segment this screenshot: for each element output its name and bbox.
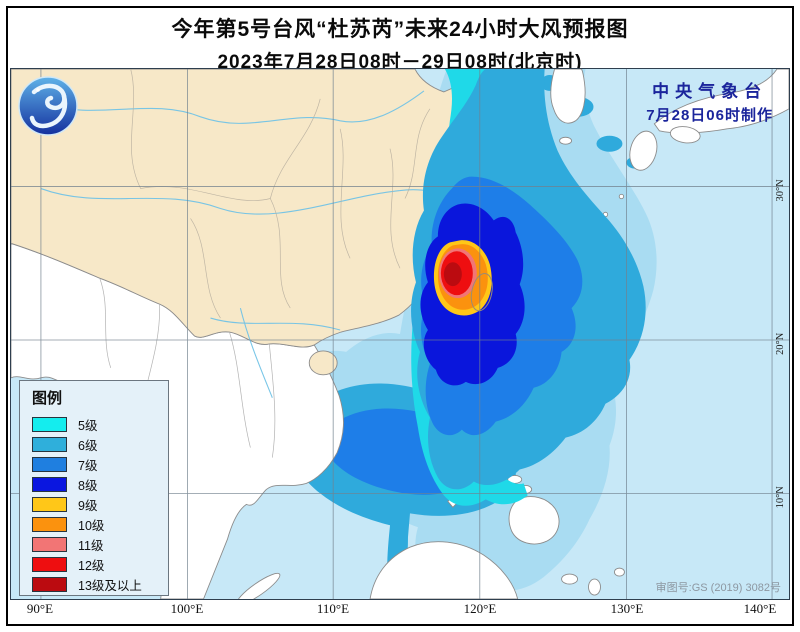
title-block: 今年第5号台风“杜苏芮”未来24小时大风预报图 2023年7月28日08时－29… — [0, 13, 800, 74]
lat-label-10n: 10°N — [775, 486, 786, 509]
land-mindanao — [508, 496, 560, 545]
map-subtitle: 2023年7月28日08时－29日08时(北京时) — [217, 52, 583, 73]
legend-label-lv11: 11级 — [78, 538, 104, 553]
land-shikoku — [669, 126, 701, 144]
legend-row: 10级 — [32, 514, 168, 534]
agency-credit: 中央气象台 7月28日06时制作 — [646, 77, 773, 125]
legend-title: 图例 — [32, 390, 63, 407]
legend-row: 5级 — [32, 414, 168, 434]
forecast-map: 30°N 20°N 10°N 中央气象台 7月28日06时制作 审图号: — [10, 68, 790, 600]
legend-label-lv12: 12级 — [78, 558, 105, 573]
lat-label-30n: 30°N — [775, 179, 786, 202]
legend-swatch-lv7 — [32, 456, 67, 472]
map-title: 今年第5号台风“杜苏芮”未来24小时大风预报图 — [171, 18, 629, 41]
lon-label-130e: 130°E — [610, 601, 644, 616]
land-korea — [550, 69, 586, 124]
legend-label-lv8: 8级 — [78, 478, 98, 493]
longitude-axis: 90°E 100°E 110°E 120°E 130°E 140°E — [0, 601, 800, 617]
latitude-labels: 30°N 20°N 10°N — [775, 179, 786, 508]
legend-label-lv6: 6级 — [78, 438, 98, 453]
legend-swatch-lv6 — [32, 436, 67, 452]
land-jeju — [559, 136, 573, 145]
legend-label-lv9: 9级 — [78, 498, 98, 513]
taiwan-outline — [470, 273, 493, 312]
legend-swatch-lv5 — [32, 416, 67, 432]
map-license: 审图号:GS (2019) 3082号 — [655, 582, 781, 594]
legend-swatch-lv13 — [32, 576, 67, 592]
admin-borders — [99, 69, 431, 458]
legend-row: 9级 — [32, 494, 168, 514]
legend-swatch-lv12 — [32, 556, 67, 572]
land-kyushu — [629, 130, 658, 171]
land-borneo — [369, 541, 519, 599]
rivers — [40, 90, 439, 398]
legend-swatch-lv11 — [32, 536, 67, 552]
legend-swatch-lv9 — [32, 496, 67, 512]
lon-label-110e: 110°E — [316, 601, 350, 616]
issue-time: 7月28日06时制作 — [646, 107, 773, 124]
lat-label-20n: 20°N — [775, 332, 786, 355]
legend-row: 13级及以上 — [32, 574, 168, 594]
legend-row: 7级 — [32, 454, 168, 474]
agency-name: 中央气象台 — [652, 82, 768, 101]
wind-lv13-core — [443, 262, 462, 287]
legend-label-lv13: 13级及以上 — [78, 578, 142, 593]
legend-label-lv10: 10级 — [78, 518, 105, 533]
legend-row: 12级 — [32, 554, 168, 574]
land-honshu — [653, 69, 789, 134]
legend-swatch-lv10 — [32, 516, 67, 532]
legend-row: 11级 — [32, 534, 168, 554]
land-hainan — [308, 350, 338, 376]
legend: 图例 5级 6级 7级 8级 9级 10级 — [19, 380, 169, 596]
landmasses — [11, 69, 789, 599]
map-canvas: 30°N 20°N 10°N — [11, 69, 789, 599]
lon-label-90e: 90°E — [26, 601, 54, 616]
legend-row: 8级 — [32, 474, 168, 494]
lon-label-140e: 140°E — [743, 601, 777, 616]
cma-dragon-logo — [18, 76, 78, 136]
legend-label-lv5: 5级 — [78, 418, 98, 433]
lon-label-120e: 120°E — [463, 601, 497, 616]
land-sumatra — [236, 572, 281, 599]
lon-label-100e: 100°E — [170, 601, 204, 616]
graticule — [11, 69, 789, 599]
legend-swatch-lv8 — [32, 476, 67, 492]
legend-label-lv7: 7级 — [78, 458, 98, 473]
legend-row: 6级 — [32, 434, 168, 454]
